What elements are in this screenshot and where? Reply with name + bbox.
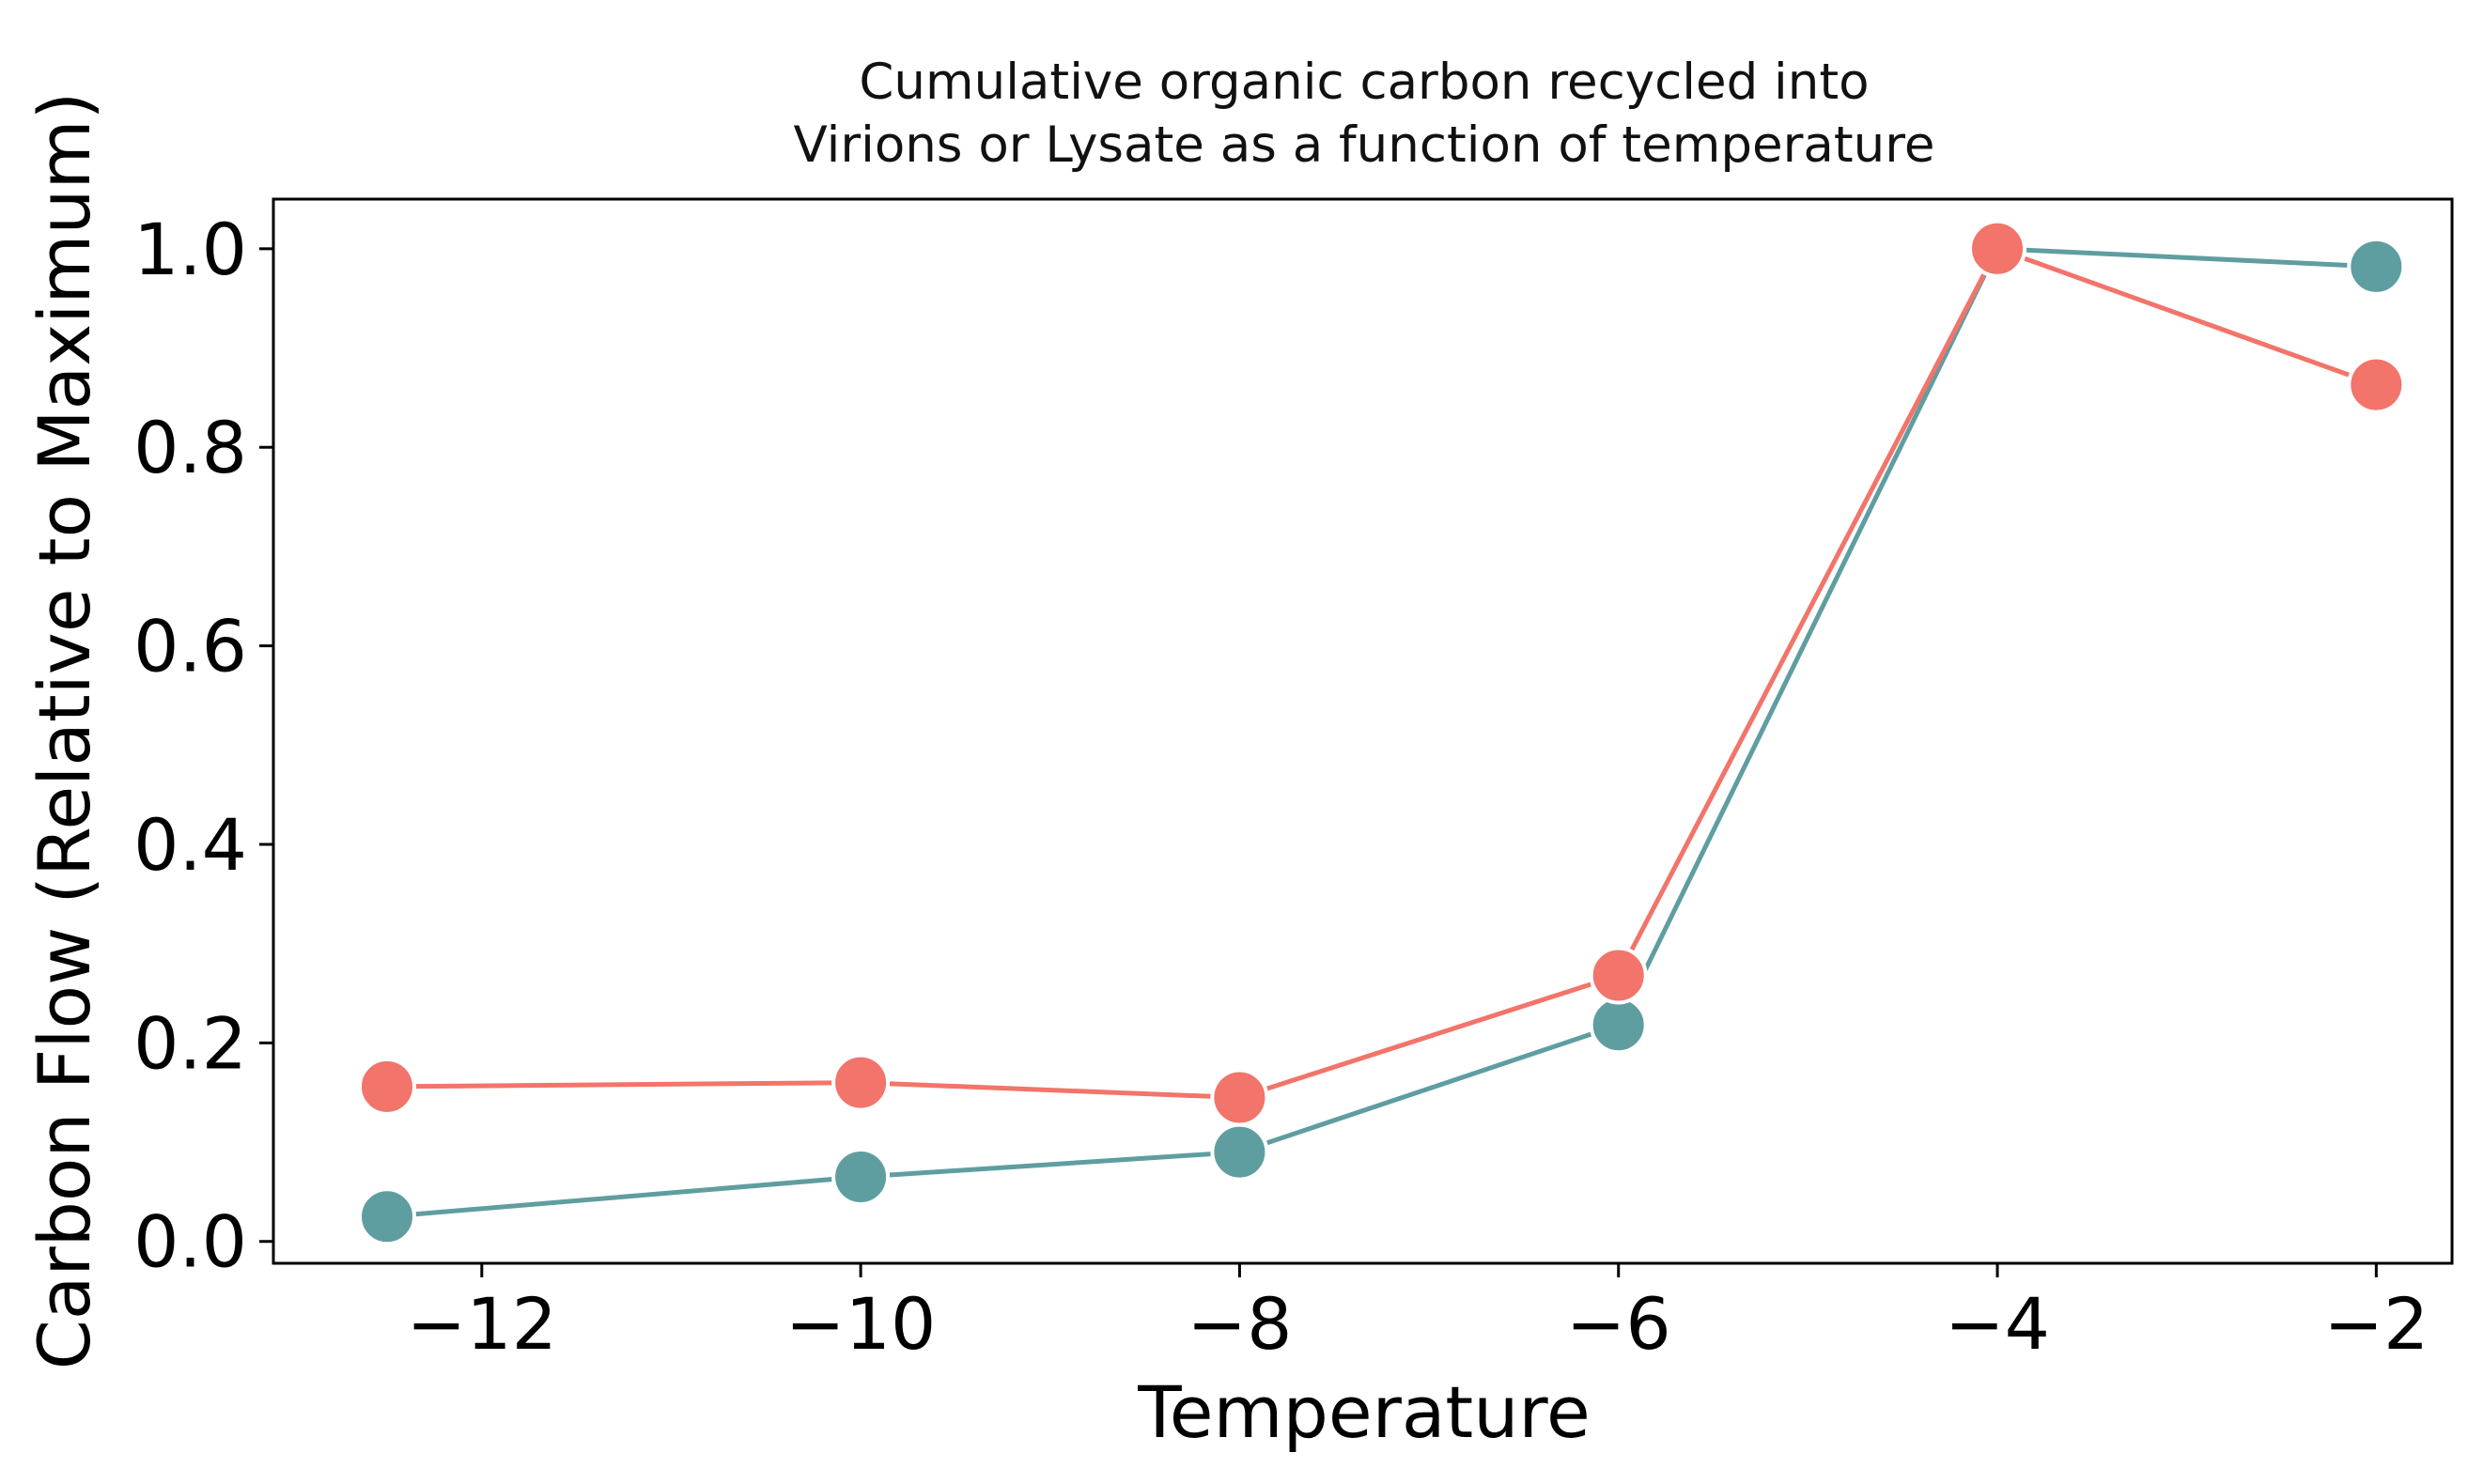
x-tick-label: −10 [785, 1282, 936, 1366]
series-2-line [386, 246, 2378, 1100]
x-tick-label: −12 [407, 1282, 557, 1366]
series-2-point [358, 1057, 416, 1116]
x-tick-label: −4 [1945, 1282, 2050, 1366]
x-axis-label: Temperature [1137, 1370, 1590, 1454]
x-tick-label: −6 [1566, 1282, 1671, 1366]
y-axis-label: Carbon Flow (Relative to Maximum) [23, 92, 106, 1369]
axis-ticks: −12 −10 −8 −6 −4 −2 0.0 0.2 0.4 0.6 0.8 1.0 [133, 208, 2429, 1366]
series-2-point [2347, 355, 2406, 414]
series-1-point [2347, 237, 2406, 296]
series-1-point [358, 1187, 416, 1246]
chart-title-line-2: Virions or Lysate as a function of tempe… [794, 116, 1935, 174]
plot-area [358, 219, 2406, 1246]
x-tick-label: −2 [2323, 1282, 2429, 1366]
series-1-line [386, 246, 2377, 1219]
series-1-point [1589, 996, 1648, 1055]
x-tick-label: −8 [1187, 1282, 1292, 1366]
y-tick-label: 0.2 [133, 1001, 247, 1085]
y-tick-label: 0.4 [133, 803, 247, 887]
series-2-point [1968, 219, 2026, 278]
y-tick-label: 0.6 [133, 605, 247, 688]
y-tick-label: 0.0 [133, 1200, 247, 1284]
series-2-point [1589, 946, 1648, 1005]
series-1-point [1210, 1122, 1269, 1182]
series-1-point [831, 1148, 891, 1206]
chart-title-line-1: Cumulative organic carbon recycled into [859, 54, 1869, 111]
y-tick-label: 1.0 [133, 208, 247, 291]
series-2-point [831, 1053, 891, 1112]
series-2-point [1210, 1068, 1269, 1127]
plot-frame [272, 197, 2454, 1265]
y-tick-label: 0.8 [133, 406, 247, 489]
